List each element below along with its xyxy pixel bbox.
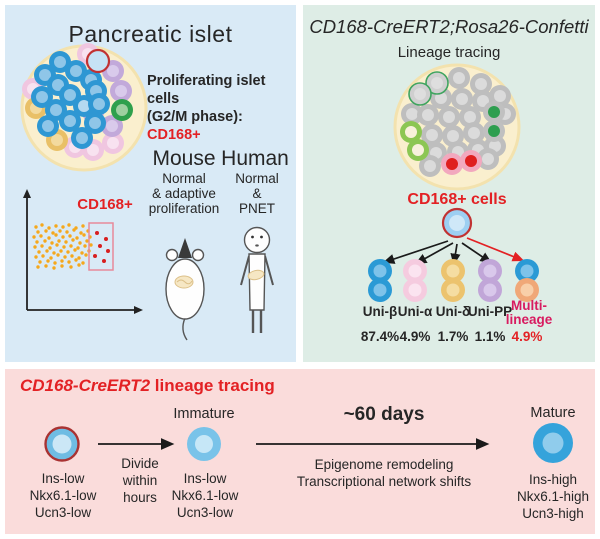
panel-timeline: CD168-CreERT2 lineage tracing Ins-low Nk… bbox=[5, 369, 595, 534]
confetti-panel-graphics bbox=[368, 63, 539, 302]
mature-cell bbox=[533, 423, 573, 463]
mouse-subtext: Normal & adaptive proliferation bbox=[148, 171, 220, 216]
proliferating-note: Proliferating islet cells (G2/M phase): … bbox=[147, 72, 296, 144]
cd168-positive-cell bbox=[85, 48, 111, 74]
confetti-cluster-illustration bbox=[393, 63, 521, 191]
human-subtext: Normal & PNET bbox=[235, 171, 279, 216]
immature-cell bbox=[187, 427, 221, 461]
cd168-founder-cell bbox=[441, 207, 473, 239]
negative-population-dots bbox=[32, 223, 93, 270]
cd168-gate-box bbox=[88, 222, 114, 271]
panel-timeline-title: CD168-CreERT2 lineage tracing bbox=[20, 376, 275, 396]
immature-label: Immature bbox=[173, 406, 235, 422]
uni-alpha-pair bbox=[403, 259, 427, 302]
mature-label: Mature bbox=[530, 405, 576, 421]
mouse-heading: Mouse bbox=[152, 147, 216, 170]
timeline-title-gene: CD168-CreERT2 bbox=[20, 376, 151, 395]
uni-pp-pct: 1.1% bbox=[474, 329, 506, 344]
uni-beta-pair bbox=[368, 259, 392, 302]
stage1-markers: Ins-low Nkx6.1-low Ucn3-low bbox=[29, 471, 97, 520]
remodeling-annotation: Epigenome remodeling Transcriptional net… bbox=[296, 457, 472, 489]
uni-delta-label: Uni-δ bbox=[435, 304, 471, 319]
cd168-positive-dots bbox=[93, 231, 110, 263]
stage3-markers: Ins-high Nkx6.1-high Ucn3-high bbox=[516, 472, 590, 521]
panel-lineage-tracing: CD168-CreERT2;Rosa26-Confetti Lineage tr… bbox=[303, 5, 595, 362]
uni-delta-pair bbox=[441, 259, 465, 302]
timeline-title-rest: lineage tracing bbox=[150, 376, 275, 395]
note-line1: Proliferating islet cells bbox=[147, 73, 266, 107]
multi-lineage-label: Multi-lineage bbox=[505, 298, 553, 327]
stage2-markers: Ins-low Nkx6.1-low Ucn3-low bbox=[171, 471, 239, 520]
uni-beta-pct: 87.4% bbox=[360, 329, 400, 344]
panel-confetti-title: CD168-CreERT2;Rosa26-Confetti bbox=[309, 16, 589, 37]
islet-cluster-illustration bbox=[20, 43, 148, 172]
human-heading: Human bbox=[221, 147, 289, 170]
uni-alpha-pct: 4.9% bbox=[399, 329, 431, 344]
divide-annotation: Divide within hours bbox=[121, 456, 159, 505]
panel-pancreatic-islet: Pancreatic islet Proliferating islet cel… bbox=[5, 5, 296, 362]
note-line2: (G2/M phase): bbox=[147, 109, 243, 125]
panel-islet-title: Pancreatic islet bbox=[68, 21, 233, 47]
mouse-icon bbox=[165, 238, 205, 341]
cd168-cells-label: CD168+ cells bbox=[407, 191, 507, 208]
human-icon bbox=[240, 226, 274, 333]
stage1-cell bbox=[44, 426, 80, 462]
islet-panel-graphics bbox=[20, 43, 274, 341]
scatter-gate-label: CD168+ bbox=[77, 196, 133, 213]
multi-lineage-pct: 4.9% bbox=[511, 329, 543, 344]
note-accent: CD168+ bbox=[147, 127, 201, 143]
uni-delta-pct: 1.7% bbox=[437, 329, 469, 344]
fate-arrows bbox=[382, 237, 525, 266]
uni-pp-label: Uni-PP bbox=[467, 304, 513, 319]
duration-label: ~60 days bbox=[343, 404, 425, 425]
lineage-tracing-subtitle: Lineage tracing bbox=[397, 44, 501, 61]
timeline-graphics bbox=[44, 423, 573, 463]
multi-lineage-pair bbox=[515, 259, 539, 302]
scatter-plot bbox=[23, 189, 143, 314]
uni-pp-pair bbox=[478, 259, 502, 302]
uni-alpha-label: Uni-α bbox=[397, 304, 433, 319]
uni-beta-label: Uni-β bbox=[362, 304, 398, 319]
